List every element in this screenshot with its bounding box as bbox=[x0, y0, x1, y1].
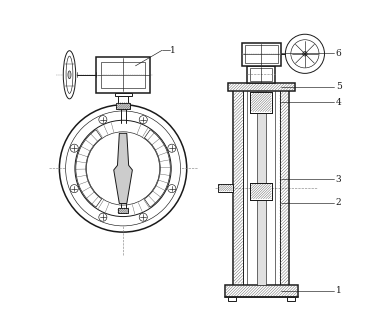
Bar bbox=[242, 43, 281, 66]
Bar bbox=[251, 183, 271, 199]
Circle shape bbox=[286, 34, 324, 73]
Bar bbox=[233, 92, 243, 283]
Circle shape bbox=[66, 111, 180, 226]
Bar bbox=[218, 184, 233, 192]
Bar bbox=[287, 297, 295, 301]
Circle shape bbox=[139, 116, 147, 124]
Circle shape bbox=[70, 185, 78, 193]
Bar bbox=[228, 83, 295, 91]
Bar bbox=[228, 84, 294, 90]
Circle shape bbox=[168, 185, 176, 193]
Bar bbox=[245, 45, 278, 63]
Bar bbox=[118, 96, 128, 103]
Bar bbox=[114, 93, 131, 96]
Bar bbox=[280, 92, 289, 283]
Bar bbox=[257, 91, 266, 285]
Bar bbox=[251, 92, 272, 113]
Bar bbox=[116, 103, 130, 110]
Bar bbox=[117, 208, 128, 213]
Text: 5: 5 bbox=[336, 82, 342, 91]
Ellipse shape bbox=[63, 51, 76, 99]
Text: 1: 1 bbox=[336, 286, 342, 295]
Bar bbox=[116, 103, 130, 110]
Circle shape bbox=[60, 105, 187, 232]
Circle shape bbox=[99, 213, 107, 221]
Bar bbox=[218, 185, 233, 191]
Bar bbox=[117, 208, 128, 213]
Bar bbox=[228, 297, 235, 301]
Text: 6: 6 bbox=[336, 49, 342, 58]
Ellipse shape bbox=[66, 56, 73, 93]
Circle shape bbox=[99, 116, 107, 124]
Circle shape bbox=[86, 132, 160, 205]
Circle shape bbox=[75, 120, 171, 217]
Bar bbox=[224, 285, 298, 297]
Bar bbox=[251, 68, 272, 80]
Bar bbox=[251, 183, 272, 200]
Bar bbox=[96, 57, 150, 93]
Ellipse shape bbox=[68, 71, 71, 79]
Text: 1: 1 bbox=[170, 46, 176, 55]
Bar bbox=[251, 93, 271, 112]
Circle shape bbox=[291, 40, 319, 68]
Text: 4: 4 bbox=[336, 98, 342, 107]
Bar bbox=[247, 66, 275, 83]
Circle shape bbox=[139, 213, 147, 221]
Circle shape bbox=[168, 144, 176, 152]
Bar bbox=[225, 285, 297, 296]
Polygon shape bbox=[114, 133, 132, 203]
Bar bbox=[102, 61, 145, 88]
Circle shape bbox=[303, 51, 307, 56]
Circle shape bbox=[70, 144, 78, 152]
Text: 3: 3 bbox=[336, 175, 342, 184]
Text: 2: 2 bbox=[336, 198, 342, 207]
